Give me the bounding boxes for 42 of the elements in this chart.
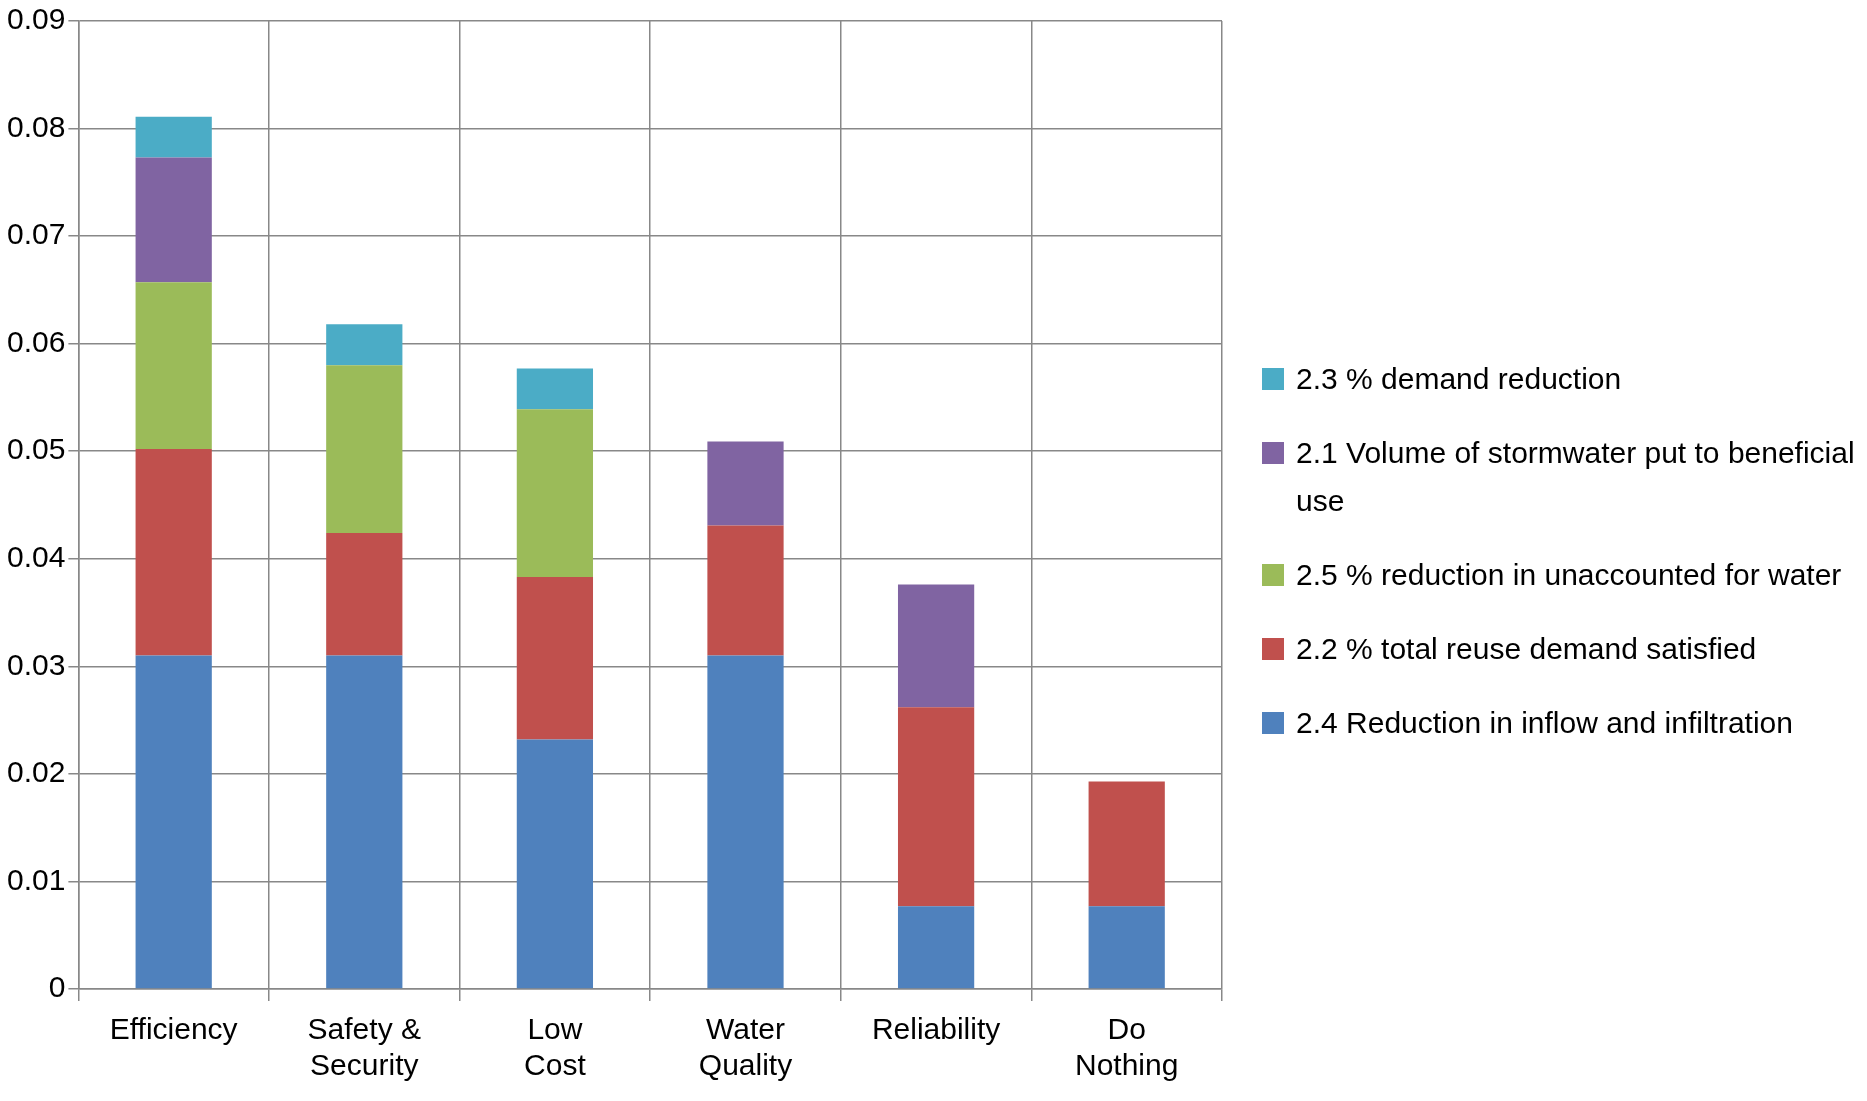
- bar: [326, 532, 403, 656]
- x-tick-label: Safety & Security: [307, 1012, 421, 1082]
- bar: [135, 655, 212, 989]
- bar: [516, 577, 594, 740]
- bar: [135, 116, 212, 158]
- x-tick-label: Do Nothing: [1075, 1012, 1179, 1082]
- bar: [897, 707, 975, 907]
- y-tick-label: 0.09: [7, 2, 66, 36]
- bar: [326, 655, 403, 989]
- bar: [516, 368, 594, 410]
- bar: [135, 157, 212, 283]
- bar: [707, 441, 784, 526]
- bar: [135, 449, 212, 656]
- bar: [707, 525, 784, 656]
- legend-label: 2.4 Reduction in inflow and infiltration: [1296, 704, 1793, 741]
- y-tick-label: 0.04: [7, 540, 66, 574]
- y-tick-label: 0.02: [7, 755, 66, 789]
- x-tick-label: Water Quality: [698, 1012, 793, 1082]
- y-tick-label: 0.05: [7, 432, 66, 466]
- bar: [897, 584, 975, 708]
- bar: [707, 655, 784, 989]
- bar: [516, 739, 594, 989]
- legend-label: 2.1 Volume of stormwater put to beneficial use: [1296, 434, 1856, 519]
- y-tick-label: 0.03: [7, 647, 66, 681]
- bar: [897, 906, 975, 989]
- y-tick-label: 0: [48, 970, 66, 1004]
- legend-label: 2.5 % reduction in unaccounted for water: [1296, 556, 1842, 593]
- x-tick-label: Efficiency: [109, 1012, 238, 1046]
- bar: [1088, 781, 1165, 907]
- bar: [1088, 906, 1165, 989]
- x-tick-label: Low Cost: [524, 1012, 587, 1082]
- bar: [135, 282, 212, 450]
- bar: [326, 365, 403, 533]
- y-tick-label: 0.07: [7, 217, 66, 251]
- legend-label: 2.2 % total reuse demand satisfied: [1296, 630, 1757, 667]
- x-tick-label: Reliability: [871, 1012, 1001, 1046]
- y-tick-label: 0.01: [7, 862, 66, 896]
- y-tick-label: 0.08: [7, 109, 66, 143]
- legend-label: 2.3 % demand reduction: [1296, 360, 1622, 397]
- bar: [516, 409, 594, 578]
- bar: [326, 324, 403, 366]
- y-tick-label: 0.06: [7, 324, 66, 358]
